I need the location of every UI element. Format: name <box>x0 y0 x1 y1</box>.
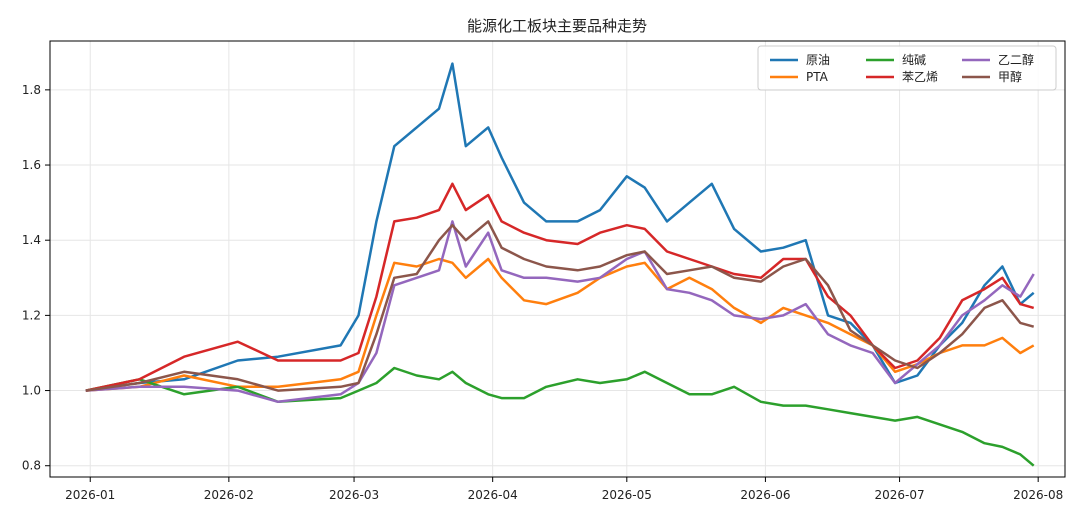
series-line-6 <box>85 220 1035 392</box>
x-tick-label: 2026-04 <box>468 488 518 502</box>
plot-frame <box>49 40 1066 478</box>
x-tick-label: 2026-05 <box>602 488 652 502</box>
x-tick-label: 2026-07 <box>874 488 924 502</box>
legend-label-2: PTA <box>806 70 829 84</box>
legend-box <box>757 45 1057 91</box>
y-tick-label: 1.6 <box>22 158 41 172</box>
series-line-1 <box>85 62 1035 392</box>
grid <box>50 41 1065 477</box>
series-lines <box>85 62 1035 467</box>
legend-label-6: 甲醇 <box>998 69 1022 84</box>
y-tick-label: 1.0 <box>22 384 41 398</box>
series-line-4 <box>85 182 1035 392</box>
series-line-3 <box>85 366 1035 467</box>
legend-label-5: 乙二醇 <box>998 52 1034 67</box>
x-tick-label: 2026-03 <box>329 488 379 502</box>
chart-title: 能源化工板块主要品种走势 <box>467 17 647 35</box>
axes: 2026-01 2026-02 2026-03 2026-04 2026-05 2026-… <box>22 83 1063 502</box>
series-line-5 <box>85 220 1035 404</box>
x-tick-label: 2026-08 <box>1013 488 1063 502</box>
y-tick-label: 0.8 <box>22 459 41 473</box>
y-tick-label: 1.2 <box>22 308 41 322</box>
legend-label-4: 苯乙烯 <box>902 70 938 84</box>
x-tick-label: 2026-06 <box>740 488 790 502</box>
x-tick-label: 2026-01 <box>65 488 115 502</box>
y-tick-label: 1.8 <box>22 83 41 97</box>
x-tick-label: 2026-02 <box>204 488 254 502</box>
legend-label-3: 纯碱 <box>902 53 926 67</box>
y-tick-label: 1.4 <box>22 233 41 247</box>
legend-label-1: 原油 <box>806 53 830 67</box>
